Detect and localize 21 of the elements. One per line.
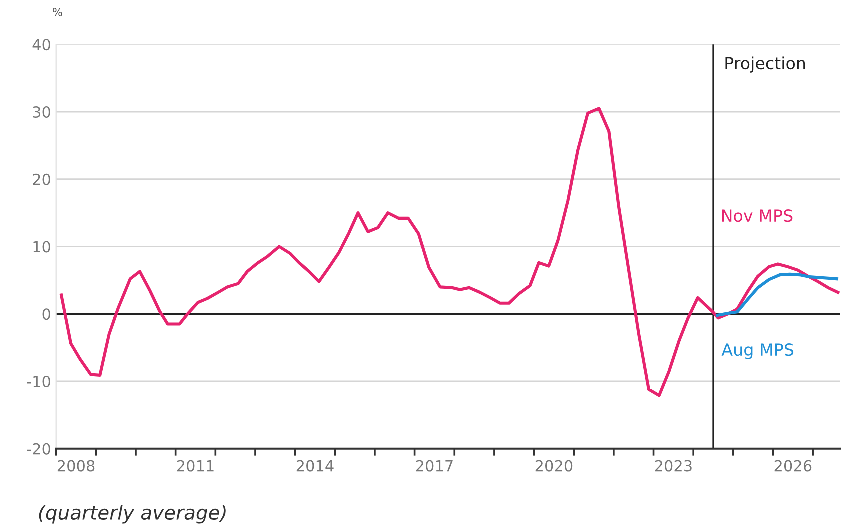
y-tick-label: 0	[42, 308, 50, 320]
y-tick-label: -10	[27, 376, 50, 388]
text: (quarterly average)	[39, 504, 226, 524]
y-tick-label: -20	[27, 443, 50, 455]
x-tick-label: 2014	[296, 460, 334, 472]
ref-line-label: Projection	[726, 56, 806, 73]
y-axis-title: %	[53, 8, 62, 16]
x-tick-label: 2026	[774, 460, 812, 472]
x-tick-label: 2017	[416, 460, 453, 472]
y-tick-label: 30	[33, 106, 50, 118]
line-series	[60, 107, 840, 398]
x-tick-label: 2023	[655, 460, 692, 472]
line-series	[716, 272, 839, 317]
y-tick-label: 20	[33, 174, 50, 186]
x-tick-label: 2008	[58, 460, 95, 472]
x-tick-label: 2011	[177, 460, 214, 472]
text: Nov MPS	[722, 210, 793, 222]
x-tick-label: 2020	[536, 460, 573, 472]
y-tick-label: 10	[34, 241, 50, 253]
series-label: Aug MPS	[722, 344, 794, 360]
y-tick-label: 40	[32, 39, 50, 51]
